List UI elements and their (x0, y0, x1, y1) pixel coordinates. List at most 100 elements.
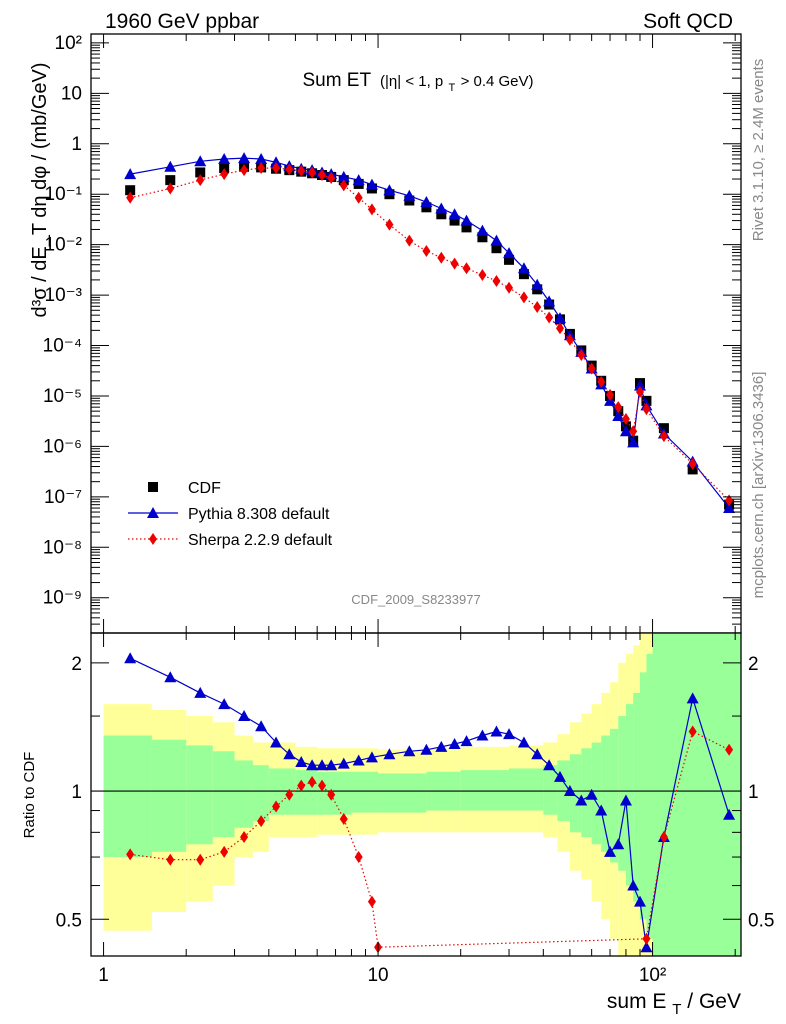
main-point-triangle (517, 262, 530, 274)
main-point-diamond (450, 257, 459, 270)
main-point-square (195, 167, 206, 178)
ratio-point-triangle (640, 941, 653, 953)
main-y-tick-label: 10⁻⁷ (44, 487, 82, 508)
ratio-y-axis-label: Ratio to CDF (21, 752, 38, 839)
ratio-y-tick-label-right: 2 (748, 654, 759, 675)
ratio-band-inner (317, 771, 352, 815)
ratio-band-inner (351, 771, 379, 813)
main-point-diamond (354, 191, 363, 204)
ratio-point-diamond (354, 851, 363, 864)
ratio-point-triangle (383, 748, 396, 760)
ratio-band-inner (509, 768, 544, 811)
ratio-point-triangle (723, 808, 736, 820)
main-point-diamond (478, 269, 487, 282)
title-cut-sub: T (449, 82, 456, 94)
main-point-triangle (365, 178, 378, 190)
ratio-band-inner (601, 735, 611, 852)
ratio-point-diamond (659, 831, 668, 844)
ratio-band-inner (151, 739, 187, 852)
main-point-diamond (257, 162, 266, 175)
main-point-diamond (587, 362, 596, 375)
main-point-triangle (124, 168, 137, 180)
ratio-point-triangle (435, 740, 448, 752)
main-plot-title: Sum ET (|η| < 1, p T > 0.4 GeV) (302, 70, 533, 96)
ratio-point-diamond (327, 788, 336, 801)
main-y-tick-label: 10⁻⁸ (43, 537, 82, 558)
ratio-point-triangle (194, 686, 207, 698)
ratio-y-tick-label: 0.5 (56, 910, 82, 931)
ratio-point-triangle (531, 748, 544, 760)
ratio-point-triangle (612, 838, 625, 850)
main-point-diamond (635, 385, 644, 398)
main-point-diamond (196, 174, 205, 187)
main-point-triangle (337, 170, 350, 182)
main-point-diamond (577, 348, 586, 361)
ratio-point-triangle (124, 652, 137, 664)
main-point-diamond (318, 169, 327, 182)
main-point-diamond (339, 179, 348, 192)
main-point-triangle (627, 436, 640, 448)
main-point-triangle (633, 379, 646, 391)
ratio-y-tick-label-right: 1 (748, 782, 759, 803)
x-axis-label-end: / GeV (687, 990, 741, 1013)
ratio-point-diamond (126, 848, 135, 861)
ratio-point-triangle (490, 725, 503, 737)
legend-label-diamond: Sherpa 2.2.9 default (188, 532, 333, 549)
main-x-axis-ticks (90, 34, 736, 633)
main-plot-data-layer (124, 152, 736, 514)
ratio-point-diamond (318, 779, 327, 792)
main-point-triangle (723, 502, 736, 514)
main-series-square (125, 161, 735, 510)
ratio-band-inner (186, 745, 213, 845)
main-y-tick-label: 10⁻⁶ (43, 436, 82, 457)
main-point-diamond (272, 162, 281, 175)
ratio-point-triangle (553, 770, 566, 782)
main-point-diamond (565, 333, 574, 346)
ratio-band-inner (639, 672, 647, 920)
main-point-diamond (240, 164, 249, 177)
ratio-uncertainty-bands (91, 633, 741, 956)
ratio-band-inner (618, 716, 626, 871)
ratio-point-triangle (295, 756, 308, 768)
main-point-diamond (405, 234, 414, 247)
ratio-point-triangle (325, 759, 338, 771)
ratio-band-inner (234, 760, 253, 828)
ratio-series-diamond (126, 725, 734, 954)
main-point-triangle (503, 247, 516, 259)
ratio-point-triangle (585, 788, 598, 800)
ratio-band-inner (569, 754, 582, 833)
ratio-band-inner (212, 751, 235, 838)
main-point-triangle (164, 160, 177, 172)
ratio-point-diamond (725, 743, 734, 756)
ratio-band-inner (625, 704, 634, 886)
main-point-square (477, 232, 488, 243)
main-point-square (491, 243, 502, 254)
ratio-point-triangle (686, 692, 699, 704)
ratio-band-inner (581, 748, 592, 838)
ratio-band-inner (591, 742, 602, 845)
main-point-diamond (422, 244, 431, 257)
title-main: Sum ET (302, 70, 371, 91)
main-point-square (125, 185, 136, 196)
main-point-triangle (238, 152, 251, 164)
ratio-band-inner (646, 653, 653, 939)
legend: CDF Pythia 8.308 default Sherpa 2.2.9 defa… (128, 480, 333, 549)
main-point-triangle (543, 295, 556, 307)
main-point-diamond (629, 425, 638, 438)
ratio-point-triangle (316, 759, 329, 771)
ratio-band-inner (610, 728, 619, 863)
ratio-point-diamond (220, 845, 229, 858)
main-point-triangle (435, 202, 448, 214)
title-cut: (|η| < 1, p (380, 73, 443, 90)
ratio-band-inner (543, 765, 558, 815)
main-point-triangle (255, 152, 268, 164)
ratio-y-tick-label: 1 (71, 782, 82, 803)
main-point-square (504, 254, 515, 265)
main-point-diamond (533, 301, 542, 314)
main-y-tick-label: 10⁻² (45, 235, 83, 256)
main-point-triangle (619, 425, 632, 437)
legend-marker-square (148, 482, 158, 492)
ratio-y-axis-ticks: 0.5 0.5 1 1 2 2 (56, 654, 775, 931)
main-point-triangle (476, 224, 489, 236)
main-point-diamond (642, 403, 651, 416)
